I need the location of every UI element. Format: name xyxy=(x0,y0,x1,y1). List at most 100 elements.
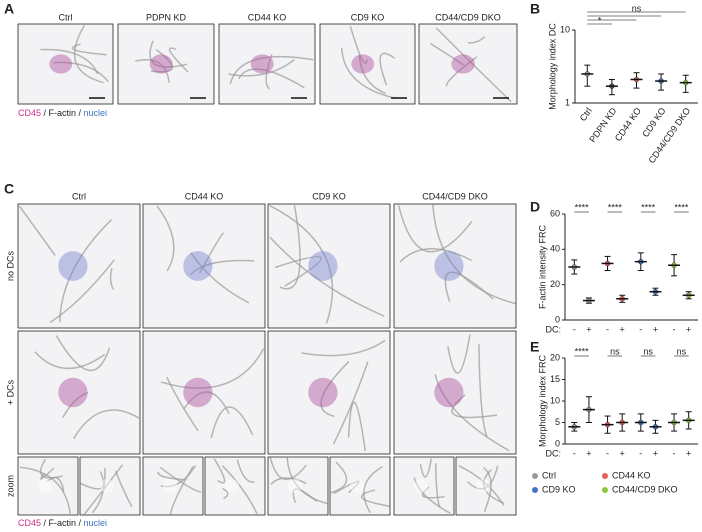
row-label: + DCs xyxy=(5,379,15,405)
cell-body xyxy=(162,479,178,493)
cell-shape xyxy=(157,471,185,481)
cell-shape xyxy=(190,252,250,304)
cell-shape xyxy=(358,54,386,95)
cell-shape xyxy=(421,486,445,499)
cell-body xyxy=(475,479,491,493)
cell-shape xyxy=(40,467,55,480)
cell-shape xyxy=(49,259,115,323)
legend-swatch xyxy=(532,487,538,493)
cell-shape xyxy=(159,466,202,493)
stain-legend: CD45 / F-actin / nuclei xyxy=(18,518,107,528)
micrograph xyxy=(393,330,517,455)
x-tick-label: - xyxy=(639,448,642,458)
cell-shape xyxy=(213,458,226,484)
cell-body xyxy=(183,377,213,408)
cell-shape xyxy=(360,489,390,507)
significance-label: **** xyxy=(575,202,590,212)
panel-label: B xyxy=(530,1,540,17)
y-tick-label: 15 xyxy=(550,374,560,384)
x-tick-label: + xyxy=(653,448,658,458)
cell-body xyxy=(287,479,303,493)
cell-shape xyxy=(435,463,441,508)
x-tick-label: - xyxy=(573,324,576,334)
cell-shape xyxy=(432,204,516,305)
y-tick-label: 60 xyxy=(550,208,560,218)
x-title: DC: xyxy=(546,324,562,334)
cell-body xyxy=(149,54,173,74)
cell-shape xyxy=(270,477,307,485)
x-tick-label: + xyxy=(620,324,625,334)
row-label: no DCs xyxy=(5,250,15,281)
cell-shape xyxy=(189,259,255,276)
image-caption: PDPN KD xyxy=(146,12,187,22)
y-tick-label: 0 xyxy=(555,314,560,324)
cell-shape xyxy=(80,471,105,490)
cell-shape xyxy=(265,54,273,90)
micrograph xyxy=(393,456,455,516)
cell-shape xyxy=(228,59,295,77)
cell-shape xyxy=(279,205,301,290)
cell-shape xyxy=(399,248,473,263)
cell-body xyxy=(99,479,115,493)
significance-label: * xyxy=(598,15,602,25)
cell-body xyxy=(58,377,88,408)
cell-shape xyxy=(419,458,433,478)
y-tick-label: 20 xyxy=(550,279,560,289)
cell-body xyxy=(434,251,464,281)
cell-body xyxy=(58,251,88,281)
cell-body xyxy=(434,377,464,408)
cell-shape xyxy=(34,351,106,370)
cell-shape xyxy=(269,236,385,317)
y-tick-label: 5 xyxy=(555,417,560,427)
cell-shape xyxy=(19,466,72,515)
micrograph xyxy=(17,203,141,329)
x-tick-label: - xyxy=(606,324,609,334)
legend-label: Ctrl xyxy=(542,470,556,480)
column-header: Ctrl xyxy=(72,191,86,201)
cell-shape xyxy=(160,465,197,488)
y-axis-label: Morphology index DC xyxy=(547,23,557,110)
cell-shape xyxy=(198,232,225,274)
cell-shape xyxy=(150,49,174,73)
significance-label: ns xyxy=(610,346,620,356)
y-tick-label: 20 xyxy=(550,352,560,362)
cell-shape xyxy=(292,488,318,504)
x-title: DC: xyxy=(546,448,562,458)
image-caption: Ctrl xyxy=(59,12,73,22)
cell-body xyxy=(250,54,274,74)
column-header: CD44/CD9 DKO xyxy=(422,191,488,201)
stain-legend-part: CD45 xyxy=(18,108,41,118)
cell-shape xyxy=(169,465,194,515)
cell-shape xyxy=(160,348,265,389)
cell-shape xyxy=(467,465,499,490)
cell-body xyxy=(413,479,429,493)
cell-body xyxy=(308,251,338,281)
stain-legend-part: CD45 xyxy=(18,518,41,528)
y-tick-label: 10 xyxy=(550,395,560,405)
y-tick-label: 0 xyxy=(555,438,560,448)
x-tick-label: + xyxy=(620,448,625,458)
cell-shape xyxy=(429,42,464,66)
panel-label: C xyxy=(4,181,14,197)
image-caption: CD9 KO xyxy=(351,12,385,22)
significance-label: **** xyxy=(608,202,623,212)
cell-body xyxy=(49,54,73,74)
x-tick-label: - xyxy=(639,324,642,334)
cell-shape xyxy=(286,457,328,505)
micrograph xyxy=(267,330,391,455)
cell-body xyxy=(183,251,213,281)
cell-shape xyxy=(40,48,99,75)
panel-label: A xyxy=(4,1,14,17)
cell-shape xyxy=(83,464,124,516)
x-tick-label: Ctrl xyxy=(578,106,594,123)
significance-label: ns xyxy=(677,346,687,356)
cell-shape xyxy=(91,467,106,514)
cell-body xyxy=(224,479,240,493)
cell-body xyxy=(308,377,338,408)
column-header: CD9 KO xyxy=(312,191,346,201)
cell-shape xyxy=(482,469,505,504)
cell-shape xyxy=(166,376,199,432)
cell-shape xyxy=(168,47,189,73)
image-caption: CD44/CD9 DKO xyxy=(435,12,501,22)
cell-body xyxy=(349,479,365,493)
